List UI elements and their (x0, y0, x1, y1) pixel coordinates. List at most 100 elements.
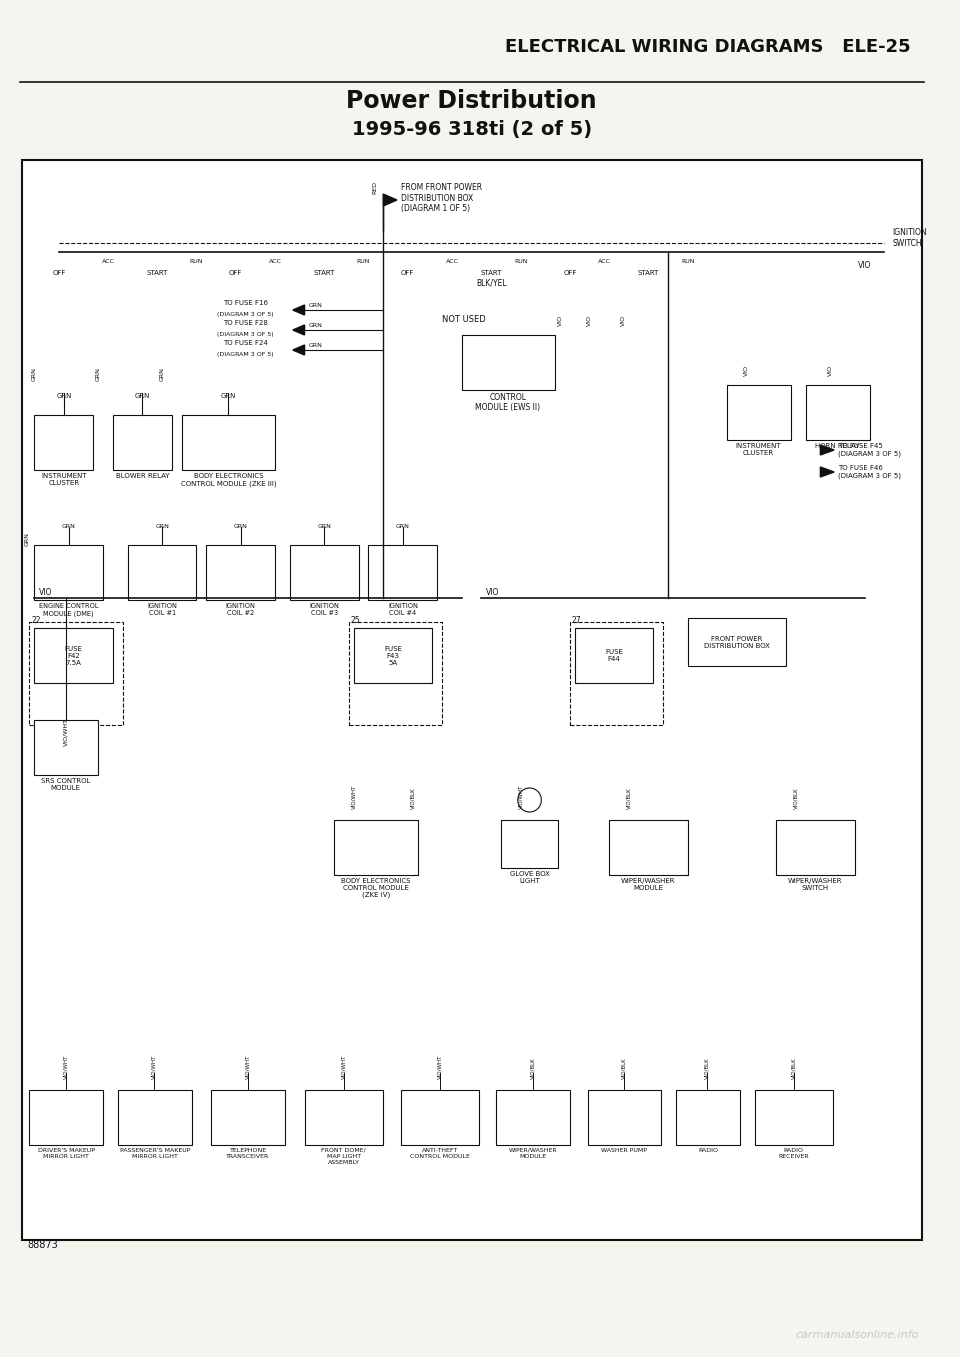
Text: TO FUSE F46
(DIAGRAM 3 OF 5): TO FUSE F46 (DIAGRAM 3 OF 5) (838, 465, 901, 479)
Text: Power Distribution: Power Distribution (347, 90, 597, 113)
Bar (727, 385, 791, 440)
Text: GRN: GRN (159, 368, 164, 381)
Text: IGNITION
COIL #2: IGNITION COIL #2 (226, 603, 255, 616)
Text: START: START (637, 270, 660, 275)
Text: 22: 22 (32, 616, 41, 626)
Text: ACC: ACC (445, 259, 458, 265)
Bar (570, 622, 663, 725)
Text: VIO/BLK: VIO/BLK (621, 1057, 626, 1079)
Bar (128, 546, 197, 600)
Text: VIO/WHT: VIO/WHT (63, 718, 68, 746)
Bar (353, 628, 432, 683)
Polygon shape (293, 324, 304, 335)
Text: GRN: GRN (57, 394, 72, 399)
Text: TO FUSE F28: TO FUSE F28 (223, 320, 268, 326)
Bar (501, 820, 558, 868)
Text: TELEPHONE
TRANSCEIVER: TELEPHONE TRANSCEIVER (227, 1148, 270, 1159)
Text: GRN: GRN (96, 368, 101, 381)
Text: ACC: ACC (269, 259, 281, 265)
Text: OFF: OFF (52, 270, 65, 275)
Text: VIO: VIO (39, 588, 53, 597)
Bar (35, 546, 103, 600)
Polygon shape (821, 467, 834, 478)
Text: VIO: VIO (858, 261, 872, 270)
Text: PASSENGER'S MAKEUP
MIRROR LIGHT: PASSENGER'S MAKEUP MIRROR LIGHT (120, 1148, 190, 1159)
Bar (687, 617, 786, 666)
Text: ANTI-THEFT
CONTROL MODULE: ANTI-THEFT CONTROL MODULE (410, 1148, 470, 1159)
Text: 88873: 88873 (28, 1240, 59, 1250)
Polygon shape (821, 445, 834, 455)
Text: VIO/WHT: VIO/WHT (245, 1054, 251, 1079)
Text: WIPER/WASHER
MODULE: WIPER/WASHER MODULE (621, 878, 676, 892)
Text: WASHER PUMP: WASHER PUMP (601, 1148, 647, 1153)
Text: RED: RED (372, 180, 378, 194)
Text: ACC: ACC (102, 259, 114, 265)
Text: GRN: GRN (308, 323, 323, 328)
Text: VIO/WHT: VIO/WHT (438, 1054, 443, 1079)
Text: RADIO: RADIO (698, 1148, 718, 1153)
Text: START: START (147, 270, 168, 275)
Bar (805, 385, 870, 440)
Text: FRONT POWER
DISTRIBUTION BOX: FRONT POWER DISTRIBUTION BOX (704, 635, 770, 649)
Text: VIO/BLK: VIO/BLK (793, 787, 799, 809)
Text: GRN: GRN (32, 368, 36, 381)
Text: FUSE
F42
7.5A: FUSE F42 7.5A (64, 646, 83, 665)
Text: GRN: GRN (318, 524, 331, 529)
Text: VIO: VIO (487, 588, 500, 597)
Text: VIO/BLK: VIO/BLK (705, 1057, 709, 1079)
Text: WIPER/WASHER
MODULE: WIPER/WASHER MODULE (509, 1148, 558, 1159)
Bar (35, 721, 98, 775)
Text: SRS CONTROL
MODULE: SRS CONTROL MODULE (41, 778, 90, 791)
Bar (575, 628, 654, 683)
Bar (369, 546, 437, 600)
Text: GRN: GRN (25, 532, 30, 546)
Bar (290, 546, 359, 600)
Text: VIO/WHT: VIO/WHT (63, 1054, 68, 1079)
Text: IGNITION
SWITCH: IGNITION SWITCH (892, 228, 926, 248)
Text: carmanualsonline.info: carmanualsonline.info (796, 1330, 919, 1339)
Text: GRN: GRN (134, 394, 150, 399)
Bar (211, 1090, 285, 1145)
Bar (30, 622, 123, 725)
Text: GRN: GRN (308, 303, 323, 308)
Text: VIO/WHT: VIO/WHT (152, 1054, 156, 1079)
Text: OFF: OFF (401, 270, 415, 275)
Bar (401, 1090, 479, 1145)
Text: RUN: RUN (190, 259, 204, 265)
Text: FRONT DOME/
MAP LIGHT
ASSEMBLY: FRONT DOME/ MAP LIGHT ASSEMBLY (322, 1148, 367, 1164)
Text: ELECTRICAL WIRING DIAGRAMS   ELE-25: ELECTRICAL WIRING DIAGRAMS ELE-25 (505, 38, 910, 56)
Bar (118, 1090, 192, 1145)
Bar (113, 415, 172, 470)
Text: START: START (481, 270, 502, 275)
Text: RADIO
RECEIVER: RADIO RECEIVER (779, 1148, 809, 1159)
Text: OFF: OFF (229, 270, 243, 275)
Text: GRN: GRN (156, 524, 169, 529)
Text: VIO/BLK: VIO/BLK (410, 787, 415, 809)
Text: VIO: VIO (744, 365, 749, 376)
Text: VIO: VIO (587, 315, 592, 326)
Text: VIO/BLK: VIO/BLK (791, 1057, 797, 1079)
Bar (777, 820, 854, 875)
Text: TO FUSE F45
(DIAGRAM 3 OF 5): TO FUSE F45 (DIAGRAM 3 OF 5) (838, 444, 901, 457)
Text: IGNITION
COIL #3: IGNITION COIL #3 (309, 603, 339, 616)
Bar (304, 1090, 383, 1145)
Bar (35, 415, 93, 470)
Text: HORN RELAY: HORN RELAY (815, 442, 859, 449)
Text: ACC: ACC (598, 259, 611, 265)
Bar (30, 1090, 103, 1145)
Text: GLOVE BOX
LIGHT: GLOVE BOX LIGHT (510, 871, 549, 883)
Text: FUSE
F44: FUSE F44 (605, 649, 623, 662)
Text: GRN: GRN (308, 343, 323, 347)
Text: TO FUSE F24: TO FUSE F24 (224, 341, 268, 346)
Text: VIO: VIO (558, 315, 563, 326)
Text: OFF: OFF (564, 270, 577, 275)
Bar (35, 628, 113, 683)
Bar (22, 160, 922, 1240)
Text: VIO/BLK: VIO/BLK (530, 1057, 535, 1079)
Bar (206, 546, 276, 600)
Text: BODY ELECTRONICS
CONTROL MODULE
(ZKE IV): BODY ELECTRONICS CONTROL MODULE (ZKE IV) (341, 878, 411, 898)
Text: INSTRUMENT
CLUSTER: INSTRUMENT CLUSTER (41, 474, 86, 486)
Text: RUN: RUN (514, 259, 527, 265)
Bar (496, 1090, 570, 1145)
Text: RUN: RUN (681, 259, 694, 265)
